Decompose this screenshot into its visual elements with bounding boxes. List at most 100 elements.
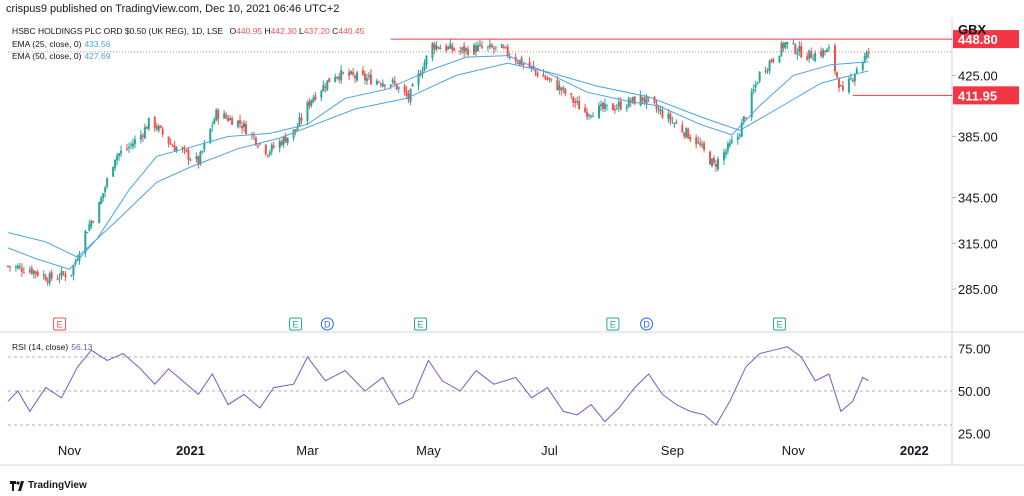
- candle-body: [488, 44, 491, 47]
- candle-body: [800, 46, 803, 58]
- candle-body: [356, 72, 359, 81]
- price-tick-label: 315.00: [958, 236, 998, 251]
- rsi-label: RSI (14, close): [12, 342, 69, 352]
- candle-body: [183, 147, 186, 150]
- candle-body: [546, 78, 549, 80]
- candle-body: [445, 45, 448, 51]
- candle-body: [363, 73, 366, 81]
- candle-body: [564, 88, 567, 94]
- rsi-tick-label: 75.00: [958, 342, 991, 357]
- ohlc-o-value: 440.95: [236, 26, 263, 36]
- candle-body: [726, 143, 729, 151]
- candle-body: [722, 152, 725, 161]
- candle-body: [605, 104, 608, 106]
- candle-body: [209, 128, 212, 144]
- candle-body: [294, 129, 297, 131]
- candle-body: [659, 109, 662, 111]
- candle-body: [784, 42, 787, 48]
- candle-body: [560, 87, 563, 91]
- candle-body: [798, 45, 801, 53]
- candle-body: [522, 63, 525, 65]
- ohlc-h-key: H: [264, 26, 271, 36]
- candle-body: [310, 99, 313, 106]
- candle-body: [536, 72, 539, 76]
- candle-body: [44, 275, 47, 281]
- candle-body: [667, 113, 670, 119]
- candle-body: [155, 126, 158, 130]
- candle-body: [258, 143, 261, 145]
- candle-body: [133, 139, 136, 145]
- candle-body: [778, 55, 781, 63]
- candle-body: [619, 101, 622, 110]
- candle-body: [548, 77, 551, 80]
- candle-body: [367, 75, 370, 78]
- candle-body: [810, 51, 813, 59]
- candle-body: [853, 74, 856, 82]
- rsi-value: 56.13: [71, 342, 93, 352]
- candle-body: [750, 91, 753, 118]
- candle-body: [22, 271, 25, 273]
- candle-body: [284, 136, 287, 143]
- candle-body: [756, 82, 759, 85]
- marker-shape: [772, 317, 786, 331]
- candle-body: [463, 45, 466, 53]
- candle-body: [278, 141, 281, 148]
- candle-body: [32, 270, 35, 275]
- candle-body: [586, 112, 589, 118]
- time-tick-label: 2022: [900, 443, 929, 458]
- candle-body: [653, 96, 656, 104]
- candle-body: [701, 144, 704, 146]
- candle-body: [675, 122, 678, 124]
- candle-body: [314, 95, 317, 100]
- candle-body: [849, 77, 852, 79]
- candle-body: [159, 125, 162, 128]
- candle-body: [8, 266, 11, 268]
- candle-body: [231, 118, 234, 126]
- candle-body: [673, 123, 676, 125]
- candle-body: [405, 91, 408, 96]
- marker-shape: [606, 317, 620, 331]
- candle-body: [744, 117, 747, 119]
- candle-body: [671, 121, 674, 123]
- candle-body: [98, 202, 101, 224]
- candle-body: [76, 259, 79, 261]
- candle-body: [403, 85, 406, 93]
- candle-body: [643, 99, 646, 103]
- candle-body: [603, 103, 606, 110]
- candle-body: [197, 156, 200, 165]
- ema25-legend: EMA (25, close, 0) 433.56: [12, 39, 110, 49]
- candle-body: [711, 158, 714, 167]
- candle-body: [467, 48, 470, 55]
- price-tick-label: 385.00: [958, 129, 998, 144]
- candle-body: [125, 148, 128, 150]
- candle-body: [223, 113, 226, 119]
- candle-body: [361, 70, 364, 75]
- candle-body: [237, 120, 240, 127]
- candle-body: [542, 74, 545, 77]
- candle-body: [58, 277, 61, 279]
- ohlc-c-key: C: [332, 26, 339, 36]
- candle-body: [280, 141, 283, 146]
- candle-body: [56, 278, 59, 280]
- candle-body: [30, 267, 33, 274]
- candle-body: [758, 71, 761, 82]
- candle-body: [348, 71, 351, 76]
- candle-body: [459, 50, 462, 52]
- candle-body: [350, 71, 353, 75]
- candle-body: [383, 84, 386, 87]
- candle-body: [715, 164, 717, 167]
- candle-body: [475, 45, 478, 53]
- candle-body: [187, 150, 190, 160]
- candle-body: [34, 271, 37, 274]
- earnings-marker-icon: E: [414, 317, 428, 331]
- candle-body: [451, 45, 454, 51]
- symbol-title: HSBC HOLDINGS PLC ORD $0.50 (UK REG), 1D…: [12, 26, 224, 36]
- candle-body: [229, 117, 232, 121]
- candle-body: [391, 79, 394, 83]
- candle-body: [794, 44, 797, 54]
- candle-body: [597, 105, 600, 119]
- candle-body: [796, 53, 799, 55]
- rsi-tick-label: 25.00: [958, 427, 991, 442]
- candle-body: [92, 221, 95, 223]
